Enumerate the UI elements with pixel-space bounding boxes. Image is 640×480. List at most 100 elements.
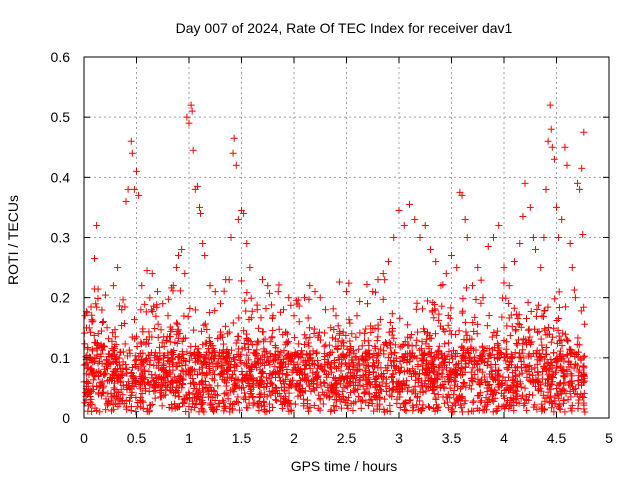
data-point [228,346,236,354]
data-point [528,365,536,373]
data-point [412,341,420,349]
data-point [193,371,201,379]
data-point [505,373,513,381]
data-point [290,312,298,320]
data-point [556,405,564,413]
data-point [457,364,465,372]
data-point [287,358,295,366]
data-point [526,370,534,378]
data-point [363,349,371,357]
data-point [230,377,238,385]
data-point [458,191,466,199]
data-point [235,406,243,414]
data-point [553,203,560,211]
data-point [453,264,461,272]
data-point [298,347,306,355]
data-point [197,327,205,335]
data-point [149,308,157,316]
data-point [96,378,104,386]
data-point [526,361,534,369]
data-point [168,359,176,367]
data-point [169,282,177,290]
data-point [446,394,454,402]
data-point [467,368,475,376]
data-point [493,327,501,335]
data-point [490,376,498,384]
data-point [411,382,419,390]
data-point [567,346,575,354]
data-point [103,324,111,332]
data-point [541,355,549,363]
data-point [345,316,353,324]
data-point [470,356,478,364]
data-point [111,333,119,341]
data-point [240,340,248,348]
data-point [385,328,393,336]
data-point [199,406,207,414]
data-point [227,234,235,241]
data-point [462,383,470,391]
data-point [291,400,299,408]
data-point [581,408,589,416]
data-point [505,282,513,290]
data-point [479,351,487,359]
data-point [217,331,225,339]
data-point [263,393,271,401]
data-point [508,353,516,361]
data-point [85,371,93,379]
data-point [136,349,144,357]
data-point [521,179,529,187]
data-point [349,407,357,415]
data-point [159,354,167,362]
data-point [268,301,276,309]
data-point [99,318,107,326]
data-point [537,264,545,272]
data-point [138,372,146,380]
data-point [261,335,269,343]
data-point [124,378,132,386]
data-point [254,324,262,332]
data-point [428,375,436,383]
data-point [483,322,491,330]
data-point [574,179,581,187]
data-point [83,359,91,367]
data-point [127,391,135,399]
data-point [543,351,551,359]
data-point [174,320,182,328]
data-point [234,215,242,223]
data-point [531,364,539,372]
data-point [352,398,360,406]
data-point [381,276,389,284]
data-point [476,391,484,399]
data-point [330,402,338,410]
data-point [332,335,340,343]
data-point [393,363,401,371]
data-point [555,404,563,412]
data-point [511,386,519,394]
y-tick-label: 0.2 [51,290,71,306]
data-point [294,296,302,304]
data-point [145,333,153,341]
data-point [391,341,399,349]
data-point [400,405,408,413]
data-point [295,318,303,326]
data-point [89,376,97,384]
data-point [93,221,101,229]
data-point [456,401,464,409]
data-point [315,328,323,336]
data-point [527,352,535,360]
data-point [458,408,466,416]
data-point [374,352,382,360]
data-point [93,383,101,391]
data-point [99,319,107,327]
data-point [258,328,266,336]
data-point [524,299,532,307]
data-point [390,334,398,342]
data-point [285,380,293,388]
data-point [215,400,223,408]
data-point [498,403,506,411]
data-point [138,389,146,397]
data-point [550,349,558,357]
data-point [389,370,397,378]
data-point [91,339,99,347]
